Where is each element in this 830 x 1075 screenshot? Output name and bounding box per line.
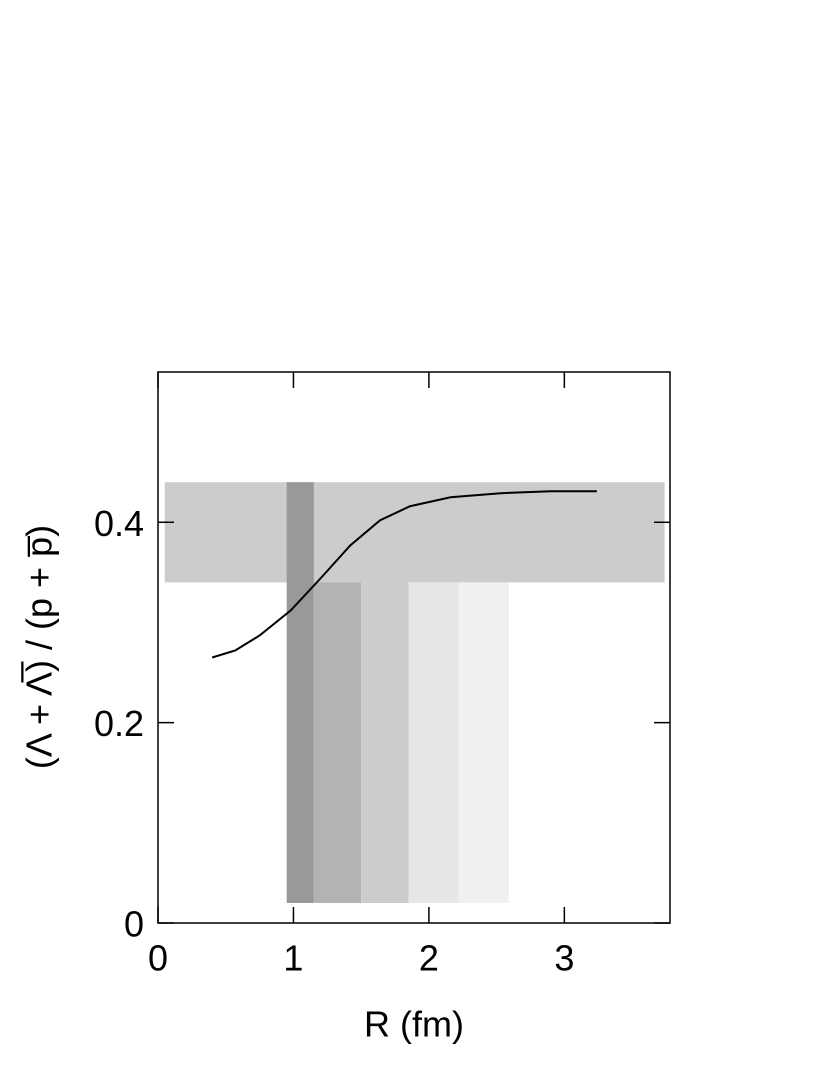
shaded-band xyxy=(164,482,665,583)
y-tick-label: 0 xyxy=(124,904,144,945)
shaded-band xyxy=(286,482,314,903)
x-axis-label: R (fm) xyxy=(364,1004,464,1045)
y-tick-label: 0.2 xyxy=(94,703,144,744)
shaded-band xyxy=(361,582,409,903)
shaded-band xyxy=(458,582,509,903)
x-tick-label: 0 xyxy=(148,938,168,979)
plot-frame xyxy=(157,371,671,924)
x-tick-label: 2 xyxy=(419,938,439,979)
y-axis-label: (Λ + Λ̅) / (p + p̅) xyxy=(19,525,60,769)
data-line xyxy=(211,490,597,659)
y-tick-label: 0.4 xyxy=(94,503,144,544)
shaded-band xyxy=(313,582,362,903)
shaded-band xyxy=(408,582,459,903)
x-tick-label: 1 xyxy=(283,938,303,979)
x-tick-label: 3 xyxy=(554,938,574,979)
